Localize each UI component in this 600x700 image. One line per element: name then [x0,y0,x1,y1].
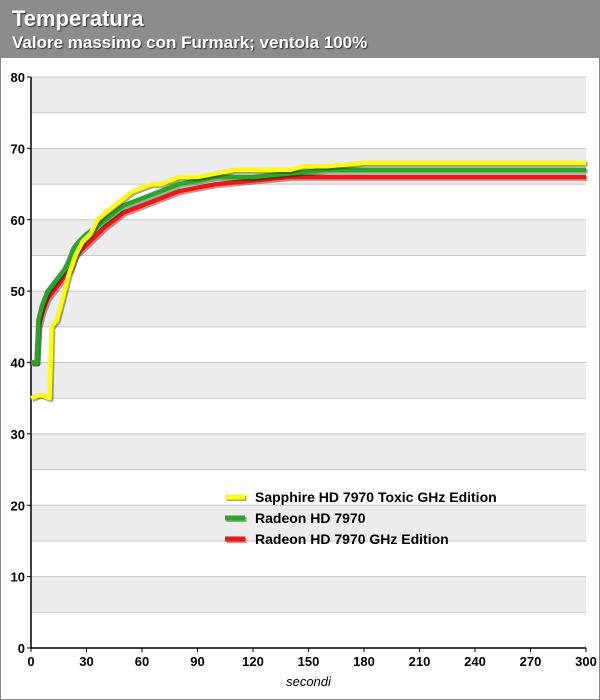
series-line [30,160,586,401]
plot-band [31,469,586,506]
plot-band [31,112,586,149]
legend-label: Sapphire HD 7970 Toxic GHz Edition [255,489,497,505]
chart-header: Temperatura Valore massimo con Furmark; … [0,0,600,58]
plot-band [31,219,586,256]
y-tick-label: 50 [11,284,25,299]
y-tick-label: 30 [11,427,25,442]
chart-title: Temperatura [12,6,144,31]
plot-band [31,612,586,648]
x-tick-label: 150 [298,654,320,669]
x-tick-label: 210 [409,654,431,669]
y-tick-label: 70 [11,141,25,156]
plot-band [31,326,586,363]
plot-band [31,540,586,577]
y-tick-label: 80 [11,70,25,85]
x-tick-label: 300 [575,654,597,669]
plot-band [31,77,586,113]
y-tick-label: 20 [11,498,25,513]
series-line [31,167,586,365]
y-tick-label: 0 [18,641,25,656]
legend-label: Radeon HD 7970 GHz Edition [255,531,449,547]
plot-band [31,255,586,292]
x-tick-label: 270 [520,654,542,669]
x-axis-label: secondi [286,674,332,689]
x-tick-label: 0 [27,654,34,669]
plot-band [31,576,586,613]
x-tick-label: 30 [79,654,93,669]
plot-band [31,505,586,541]
plot-band [31,433,586,470]
x-tick-label: 120 [242,654,264,669]
y-tick-label: 10 [11,570,25,585]
series-line [31,174,586,365]
x-tick-label: 240 [464,654,486,669]
y-tick-label: 60 [11,213,25,228]
plot-band [31,398,586,434]
y-tick-label: 40 [11,356,25,371]
plot-band [31,291,586,327]
legend-label: Radeon HD 7970 [255,510,366,526]
x-tick-label: 60 [135,654,149,669]
x-tick-label: 90 [190,654,204,669]
plot-band [31,362,586,399]
chart-subtitle: Valore massimo con Furmark; ventola 100% [12,33,368,52]
x-tick-label: 180 [353,654,375,669]
